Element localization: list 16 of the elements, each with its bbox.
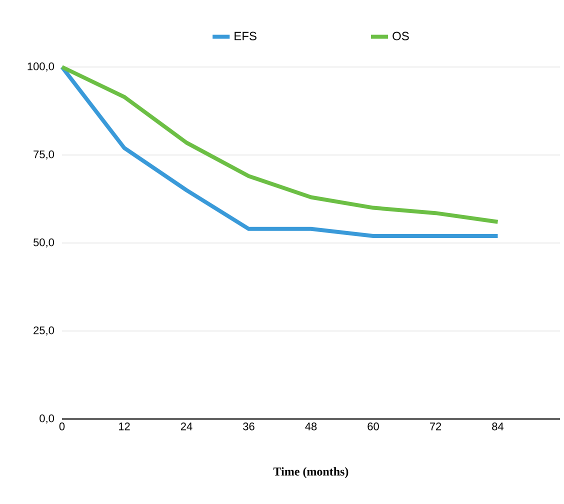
x-tick-label: 24 [180, 422, 192, 430]
x-tick-label: 0 [59, 422, 65, 430]
x-tick-label: 72 [430, 422, 442, 430]
x-tick-label: 60 [368, 422, 379, 430]
y-tick-label: 0,0 [40, 414, 54, 424]
y-tick-label: 25,0 [34, 326, 54, 336]
legend-label: OS [392, 32, 409, 40]
x-tick-label: 84 [492, 422, 504, 430]
x-tick-label: 36 [243, 422, 254, 430]
x-tick-label: 48 [305, 422, 317, 430]
legend-label: EFS [234, 32, 256, 40]
x-tick-label: 12 [118, 422, 130, 430]
y-tick-label: 50,0 [34, 238, 54, 248]
y-tick-label: 100,0 [28, 62, 54, 72]
y-tick-label: 75,0 [34, 150, 54, 160]
x-axis-title: Time (months) [273, 467, 348, 478]
